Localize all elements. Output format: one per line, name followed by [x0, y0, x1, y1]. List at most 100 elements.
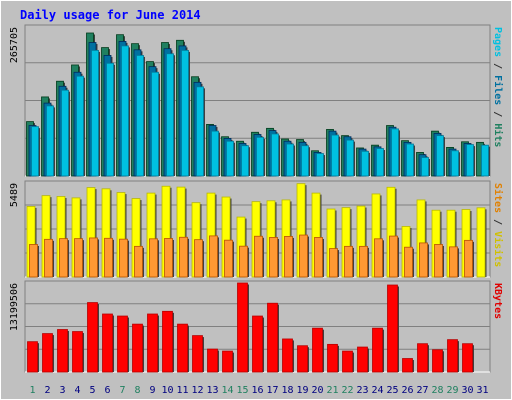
day-label: 16	[251, 385, 263, 396]
kbytes-bar	[387, 284, 398, 373]
pages-bar	[316, 153, 324, 177]
day-label: 4	[74, 385, 80, 396]
pages-bar	[271, 133, 279, 177]
pages-bar	[451, 150, 459, 177]
sites-bar	[59, 238, 68, 278]
kbytes-bar	[417, 343, 428, 373]
sites-bar	[224, 239, 233, 278]
day-label: 21	[326, 385, 338, 396]
kbytes-bar	[357, 346, 368, 373]
pages-bar	[136, 55, 144, 177]
sites-bar	[404, 246, 413, 278]
day-label: 28	[431, 385, 443, 396]
kbytes-bar	[447, 339, 458, 373]
pages-bar	[481, 144, 489, 177]
pages-bar	[151, 71, 159, 177]
day-label: 5	[89, 385, 95, 396]
kbytes-bar	[72, 331, 83, 373]
pages-bar	[181, 49, 189, 177]
sites-bar	[104, 237, 113, 278]
pages-bar	[301, 145, 309, 177]
day-label: 14	[221, 385, 233, 396]
day-label: 31	[476, 385, 488, 396]
day-label: 27	[416, 385, 428, 396]
pages-bar	[76, 75, 84, 177]
day-label: 19	[296, 385, 308, 396]
sites-bar	[209, 235, 218, 278]
day-label: 25	[386, 385, 398, 396]
kbytes-bar	[297, 345, 308, 373]
kbytes-bar	[117, 315, 128, 373]
kbytes-bar	[267, 302, 278, 373]
sites-bar	[89, 237, 98, 278]
sites-bar	[389, 235, 398, 278]
kbytes-bar	[282, 338, 293, 373]
sites-bar	[374, 238, 383, 278]
middle-panel-max-label: 5489	[9, 183, 20, 207]
kbytes-bar	[57, 329, 68, 373]
pages-bar	[346, 139, 354, 177]
pages-bar	[166, 53, 174, 177]
middle-panel-legend: Sites / Visits	[492, 183, 504, 267]
pages-bar	[256, 136, 264, 177]
day-label: 29	[446, 385, 458, 396]
bottom-panel-legend-entry: KBytes	[492, 283, 503, 319]
top-panel-legend-entry: Hits	[492, 123, 504, 147]
kbytes-bar	[327, 343, 338, 373]
middle-panel-legend-entry: Sites	[492, 183, 504, 213]
sites-bar	[239, 245, 248, 278]
kbytes-bar	[252, 315, 263, 373]
sites-bar	[74, 238, 83, 278]
sites-bar	[359, 245, 368, 278]
sites-bar	[194, 239, 203, 278]
sites-bar	[344, 245, 353, 278]
day-label: 10	[161, 385, 173, 396]
kbytes-bar	[42, 333, 53, 373]
sites-bar	[464, 239, 473, 278]
day-label: 15	[236, 385, 248, 396]
top-panel-max-label: 265705	[9, 27, 20, 63]
sites-bar	[149, 238, 158, 278]
day-label: 11	[176, 385, 188, 396]
pages-bar	[46, 105, 54, 177]
bottom-panel-max-label: 13199506	[9, 283, 20, 331]
kbytes-bar	[87, 302, 98, 373]
kbytes-bar	[222, 350, 233, 373]
kbytes-bar	[402, 358, 413, 373]
top-panel-legend-entry: /	[492, 57, 503, 75]
sites-bar	[134, 245, 143, 278]
top-panel-legend: Pages / Files / Hits	[492, 27, 504, 147]
pages-bar	[406, 143, 414, 177]
pages-bar	[241, 145, 249, 177]
sites-bar	[314, 237, 323, 278]
day-label: 30	[461, 385, 473, 396]
kbytes-bar	[462, 343, 473, 373]
pages-bar	[286, 143, 294, 177]
pages-bar	[361, 150, 369, 177]
sites-bar	[434, 244, 443, 278]
day-label: 24	[371, 385, 383, 396]
pages-bar	[196, 86, 204, 177]
day-label: 12	[191, 385, 203, 396]
kbytes-bar	[237, 282, 248, 373]
pages-bar	[466, 144, 474, 177]
day-label: 20	[311, 385, 323, 396]
top-panel-legend-entry: /	[492, 105, 503, 123]
day-label: 8	[134, 385, 140, 396]
day-label: 7	[119, 385, 125, 396]
sites-bar	[119, 238, 128, 278]
pages-bar	[331, 134, 339, 177]
pages-bar	[436, 135, 444, 177]
kbytes-bar	[27, 341, 38, 373]
day-label: 17	[266, 385, 278, 396]
sites-bar	[179, 236, 188, 278]
kbytes-bar	[147, 313, 158, 373]
sites-bar	[329, 248, 338, 278]
pages-bar	[211, 130, 219, 177]
sites-bar	[254, 235, 263, 278]
sites-visits-panel: 5489 Sites / Visits	[9, 180, 504, 278]
day-label: 6	[104, 385, 110, 396]
kbytes-bar	[207, 348, 218, 373]
pages-bar	[121, 45, 129, 177]
